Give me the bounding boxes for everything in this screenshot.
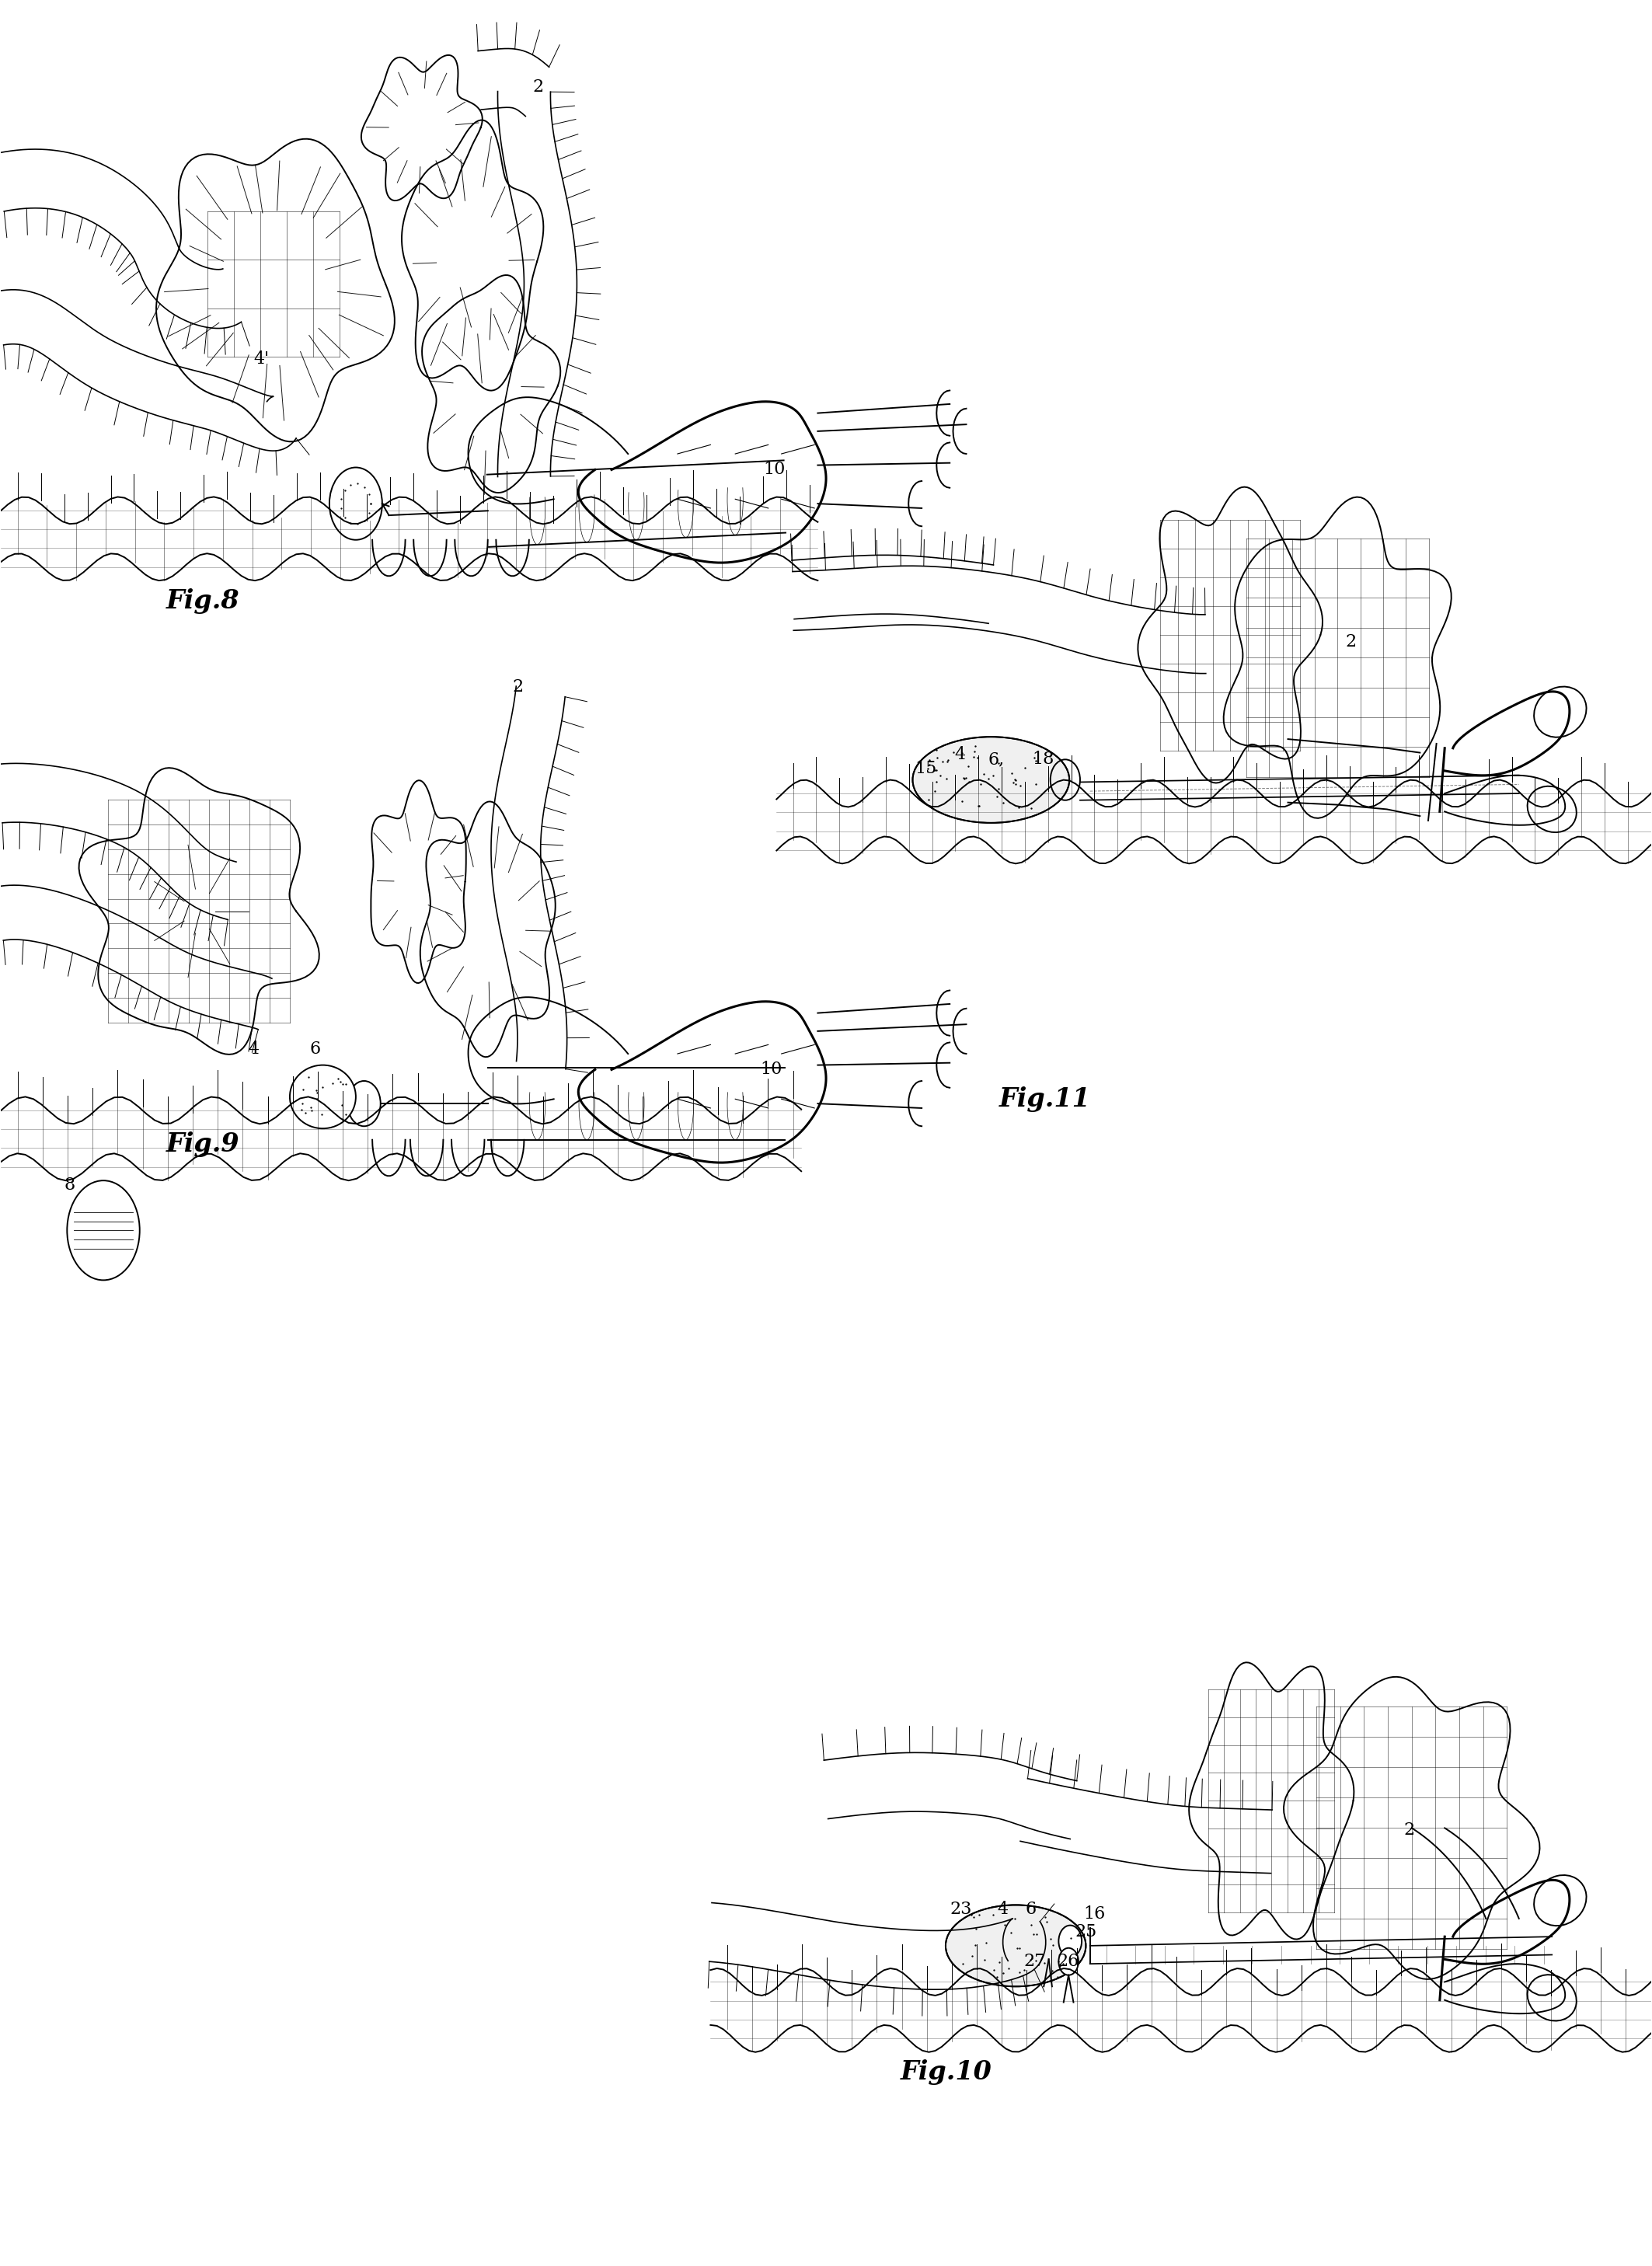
Text: 2: 2 <box>1404 1822 1414 1838</box>
Circle shape <box>1059 1949 1079 1976</box>
Ellipse shape <box>945 1906 1085 1987</box>
Ellipse shape <box>1528 1974 1576 2021</box>
Text: Fig.10: Fig.10 <box>900 2060 991 2085</box>
Text: 2: 2 <box>532 79 544 95</box>
Text: 25: 25 <box>1075 1924 1097 1940</box>
Ellipse shape <box>912 736 1069 823</box>
Text: 23: 23 <box>950 1901 971 1917</box>
Text: 27: 27 <box>1024 1953 1046 1969</box>
Text: 4: 4 <box>998 1901 1009 1917</box>
Text: Fig.11: Fig.11 <box>999 1085 1090 1113</box>
Text: 18: 18 <box>1032 750 1054 768</box>
Text: 16: 16 <box>1084 1906 1105 1922</box>
Ellipse shape <box>1528 786 1576 832</box>
Text: 2: 2 <box>512 678 524 696</box>
Text: 10: 10 <box>763 460 785 478</box>
Ellipse shape <box>1535 687 1586 736</box>
Text: 4: 4 <box>955 746 966 764</box>
Circle shape <box>1059 1926 1082 1958</box>
Text: 26: 26 <box>1057 1953 1079 1969</box>
Text: 8: 8 <box>64 1176 74 1194</box>
Text: 6: 6 <box>1026 1901 1036 1917</box>
Text: Fig.9: Fig.9 <box>167 1131 240 1158</box>
Text: 6: 6 <box>309 1040 320 1058</box>
Text: 6,: 6, <box>988 750 1004 768</box>
Text: 10: 10 <box>760 1060 781 1079</box>
Circle shape <box>347 1081 380 1126</box>
Text: 4': 4' <box>253 349 269 367</box>
Ellipse shape <box>1535 1876 1586 1926</box>
Ellipse shape <box>289 1065 355 1128</box>
Text: 2: 2 <box>1346 632 1356 650</box>
Text: 4: 4 <box>248 1040 259 1058</box>
Circle shape <box>329 467 382 539</box>
Text: Fig.8: Fig.8 <box>167 589 240 614</box>
Circle shape <box>68 1181 140 1280</box>
Text: 15: 15 <box>915 759 937 777</box>
